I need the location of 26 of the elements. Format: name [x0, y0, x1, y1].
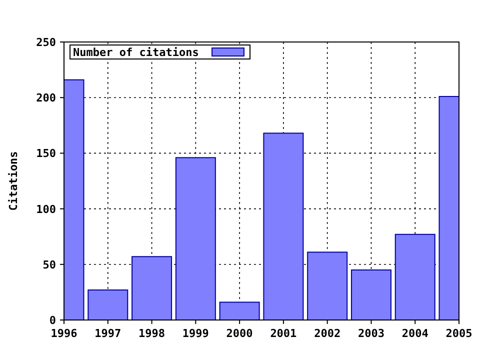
y-tick-label: 200	[36, 92, 56, 105]
y-tick-label: 150	[36, 147, 56, 160]
bar	[132, 256, 172, 320]
x-tick-label: 2005	[446, 327, 472, 340]
y-axis-title: Citations	[7, 151, 20, 211]
x-tick-label: 1998	[138, 327, 166, 340]
bar	[350, 269, 392, 320]
x-tick-label: 2001	[270, 327, 298, 340]
bar	[88, 289, 128, 320]
bar	[219, 302, 260, 320]
x-tick-label: 2004	[402, 327, 429, 340]
x-tick-label: 2003	[358, 327, 384, 340]
y-tick-label: 50	[42, 258, 56, 272]
legend-label: Number of citations	[73, 46, 199, 59]
x-tick-label: 1999	[182, 327, 209, 340]
x-tick-label: 1996	[50, 327, 78, 340]
x-tick-label: 2000	[226, 327, 253, 340]
y-tick-label: 100	[36, 202, 56, 216]
bar	[175, 157, 216, 320]
x-tick-label: 1997	[94, 327, 122, 340]
bar	[307, 252, 348, 320]
bar	[263, 132, 304, 320]
y-tick-label: 250	[36, 36, 56, 49]
y-tick-label: 0	[49, 314, 56, 327]
x-tick-label: 2002	[314, 327, 341, 340]
bar	[394, 234, 436, 320]
